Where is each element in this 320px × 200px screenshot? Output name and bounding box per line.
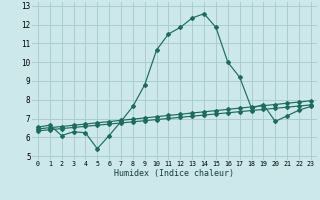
X-axis label: Humidex (Indice chaleur): Humidex (Indice chaleur) — [115, 169, 234, 178]
